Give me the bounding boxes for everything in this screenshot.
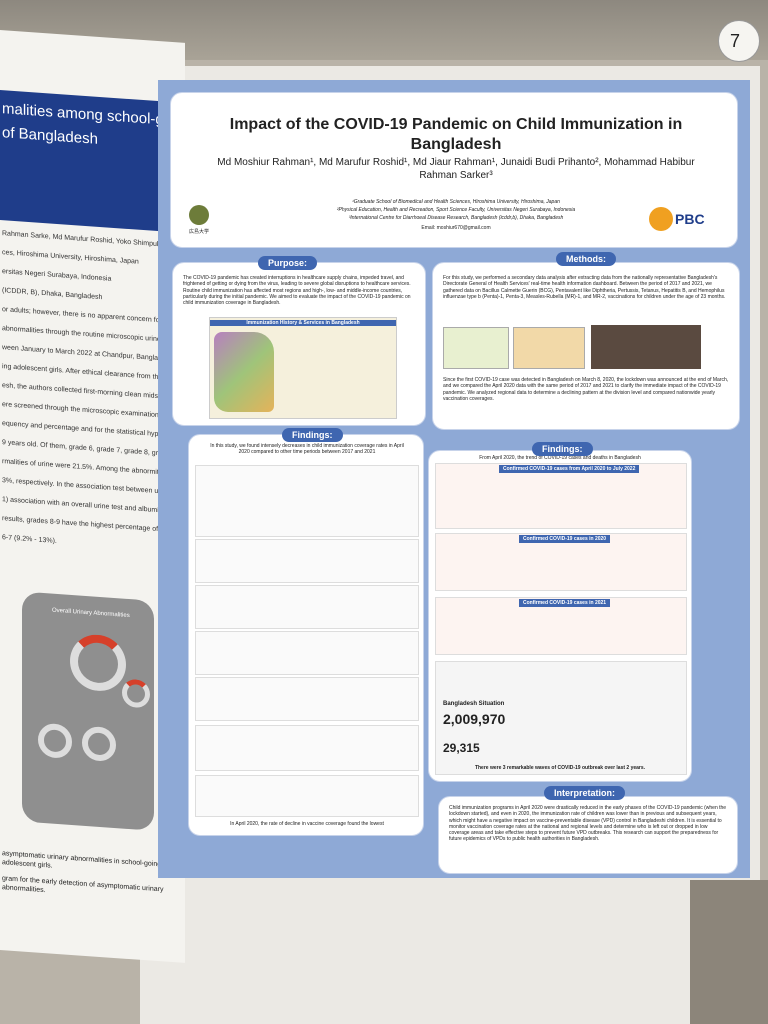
chart-panel: [435, 463, 687, 529]
immunization-heading: Immunization History & Services in Bangl…: [210, 320, 396, 327]
donut: [82, 725, 116, 763]
interpretation-text: Child immunization programs in April 202…: [449, 805, 727, 843]
chart-panel: [195, 631, 419, 675]
chart-panel: [195, 775, 419, 817]
left-chart-panel: Overall Urinary Abnormalities: [22, 591, 154, 831]
situation-heading: Bangladesh Situation: [443, 701, 505, 707]
interpretation-box: Child immunization programs in April 202…: [438, 796, 738, 874]
cases-total: 2,009,970: [443, 711, 506, 727]
findings-text: In this study, we found intensely decrea…: [210, 443, 404, 456]
purpose-heading: Purpose:: [258, 256, 318, 270]
methods-text: Since the first COVID-19 case was detect…: [443, 377, 729, 402]
immunization-panel: Immunization History & Services in Bangl…: [209, 317, 397, 419]
floor: [690, 880, 768, 1024]
logo-left-text: 広島大学: [189, 229, 210, 235]
findings-text: From April 2020, the trend of COVID-19 c…: [479, 455, 641, 461]
left-line: results, grades 8-9 have the highest per…: [2, 515, 185, 536]
findings-right-heading: Findings:: [532, 442, 593, 456]
chart-panel: [195, 465, 419, 537]
left-title: of Bangladesh: [2, 124, 98, 148]
left-line: ces, Hiroshima University, Hiroshima, Ja…: [2, 249, 139, 266]
left-line: ersitas Negeri Surabaya, Indonesia: [2, 268, 112, 283]
donut: [38, 722, 72, 760]
left-footer: asymptomatic urinary abnormalities in sc…: [2, 850, 162, 870]
left-line: esh, the authors collected first-morning…: [2, 382, 176, 402]
donut: [70, 632, 126, 693]
left-line: or adults; however, there is no apparent…: [2, 306, 162, 325]
findings-footer: There were 3 remarkable waves of COVID-1…: [474, 765, 646, 771]
left-footer: gram for the early detection of asymptom…: [2, 875, 164, 894]
logo-right-text: PBC: [675, 211, 705, 227]
chart-panel: [195, 539, 419, 583]
left-line: 1) association with an overall urine tes…: [2, 496, 184, 516]
chart-panel: [195, 585, 419, 629]
poster-number: 7: [730, 31, 741, 51]
left-chart-heading: Overall Urinary Abnormalities: [52, 607, 130, 620]
methods-text: For this study, we performed a secondary…: [443, 275, 726, 300]
left-line: abnormalities through the routine micros…: [2, 325, 161, 344]
methods-image: [513, 327, 585, 369]
chart-title: Confirmed COVID-19 cases from April 2020…: [499, 465, 640, 473]
left-line: (ICDDR, B), Dhaka, Bangladesh: [2, 287, 103, 302]
situation-panel: [435, 661, 687, 775]
chart-panel: [195, 677, 419, 721]
bangladesh-map: [214, 332, 274, 412]
email: Email: moshiur670@gmail.com: [421, 225, 491, 231]
poster: 広島大学 PBC Impact of the COVID-19 Pandemic…: [158, 80, 750, 878]
affiliation: ¹Graduate School of Biomedical and Healt…: [352, 199, 560, 205]
interpretation-heading: Interpretation:: [544, 786, 626, 800]
left-line: Rahman Sarke, Md Marufur Roshid, Yoko Sh…: [2, 230, 165, 249]
methods-heading: Methods:: [556, 252, 616, 266]
methods-photo: [591, 325, 701, 369]
purpose-text: The COVID-19 pandemic has created interr…: [183, 275, 411, 306]
affiliation: ³International Centre for Diarrhoeal Dis…: [348, 215, 564, 221]
left-line: ing adolescent girls. After ethical clea…: [2, 363, 163, 382]
chart-title: Confirmed COVID-19 cases in 2020: [519, 535, 611, 543]
left-line: 6-7 (9.2% - 13%).: [2, 534, 57, 545]
chart-title: Confirmed COVID-19 cases in 2021: [519, 599, 611, 607]
left-line: 9 years old. Of them, grade 6, grade 7, …: [2, 439, 178, 459]
left-line: equency and percentage and for the stati…: [2, 420, 181, 440]
purpose-box: The COVID-19 pandemic has created interr…: [172, 262, 426, 426]
findings-right-box: From April 2020, the trend of COVID-19 c…: [428, 450, 692, 782]
left-line: ween January to March 2022 at Chandpur, …: [2, 344, 176, 364]
logo-right: [649, 207, 673, 231]
findings-left-box: In this study, we found intensely decrea…: [188, 434, 424, 836]
left-line: 3%, respectively. In the association tes…: [2, 477, 184, 497]
title-box: 広島大学 PBC Impact of the COVID-19 Pandemic…: [170, 92, 738, 248]
poster-title: Impact of the COVID-19 Pandemic on Child…: [229, 116, 683, 153]
methods-box: For this study, we performed a secondary…: [432, 262, 740, 430]
left-title-band: malities among school-going of Banglades…: [0, 90, 185, 232]
left-line: ere screened through the microscopic exa…: [2, 401, 175, 421]
left-body: Rahman Sarke, Md Marufur Roshid, Yoko Sh…: [2, 230, 185, 566]
left-line: rmalities of urine were 21.5%. Among the…: [2, 458, 170, 477]
affiliation: ²Physical Education, Health and Recreati…: [336, 207, 576, 213]
number-badge: [718, 20, 760, 62]
donut: [122, 678, 150, 709]
findings-left-heading: Findings:: [282, 428, 343, 442]
methods-image: [443, 327, 509, 369]
logo-left: [189, 205, 209, 225]
deaths-total: 29,315: [443, 741, 480, 755]
chart-panel: [195, 725, 419, 771]
findings-footer: In April 2020, the rate of decline in va…: [230, 821, 384, 827]
authors: Md Moshiur Rahman¹, Md Marufur Roshid¹, …: [217, 157, 695, 181]
